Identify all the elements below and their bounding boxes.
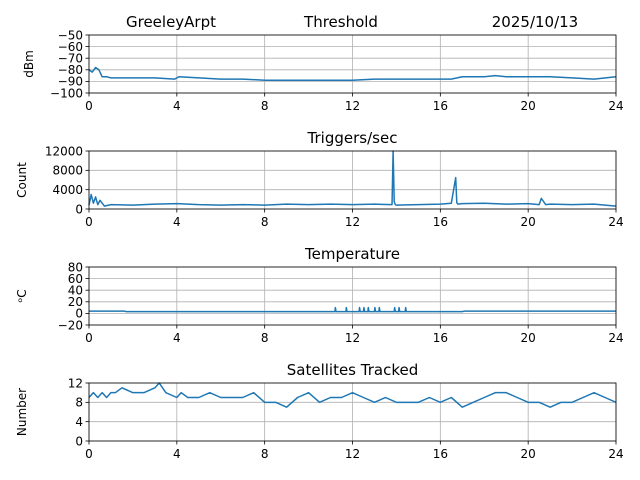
series-line <box>89 306 616 313</box>
x-tick-label: 20 <box>521 99 536 113</box>
y-tick-label: 12000 <box>45 144 83 158</box>
header-plot-name: Threshold <box>303 13 378 31</box>
y-tick-label: −70 <box>58 52 83 66</box>
x-tick-label: 8 <box>261 99 269 113</box>
y-tick-label: 20 <box>68 295 83 309</box>
x-tick-label: 20 <box>521 215 536 229</box>
x-tick-label: 12 <box>345 215 360 229</box>
x-tick-label: 4 <box>173 99 181 113</box>
series-line <box>88 382 617 408</box>
x-tick-label: 8 <box>261 447 269 461</box>
y-tick-label: −100 <box>50 86 83 100</box>
x-tick-label: 12 <box>345 447 360 461</box>
y-tick-label: −50 <box>58 28 83 42</box>
subplot-title: Satellites Tracked <box>287 361 418 379</box>
y-tick-label: 4000 <box>52 183 83 197</box>
y-tick-label: 4 <box>75 415 83 429</box>
x-tick-label: 8 <box>261 331 269 345</box>
y-axis-label: ᵒC <box>15 289 29 302</box>
y-tick-label: 0 <box>75 434 83 448</box>
series-line <box>88 150 617 207</box>
y-tick-label: 0 <box>75 202 83 216</box>
x-tick-label: 4 <box>173 331 181 345</box>
x-tick-label: 20 <box>521 331 536 345</box>
x-tick-label: 0 <box>85 99 93 113</box>
y-tick-label: −20 <box>58 318 83 332</box>
x-tick-label: 16 <box>433 331 448 345</box>
subplot-4: 0 4 8 12 16 20 24 0 4 8 12 Satellites Tracked Number <box>15 361 624 461</box>
x-tick-label: 16 <box>433 447 448 461</box>
subplot-title: Triggers/sec <box>307 129 398 147</box>
y-tick-label: 80 <box>68 260 83 274</box>
x-tick-label: 20 <box>521 447 536 461</box>
x-tick-label: 0 <box>85 331 93 345</box>
x-tick-label: 0 <box>85 215 93 229</box>
y-tick-label: 12 <box>68 376 83 390</box>
x-tick-label: 24 <box>608 99 623 113</box>
y-tick-label: 8000 <box>52 164 83 178</box>
header-station: GreeleyArpt <box>126 13 216 31</box>
y-tick-label: 8 <box>75 396 83 410</box>
y-tick-label: −60 <box>58 40 83 54</box>
y-tick-label: 40 <box>68 284 83 298</box>
x-tick-label: 16 <box>433 215 448 229</box>
x-tick-label: 8 <box>261 215 269 229</box>
x-tick-label: 24 <box>608 215 623 229</box>
x-tick-label: 4 <box>173 447 181 461</box>
y-tick-label: 0 <box>75 307 83 321</box>
subplot-2: 0 4 8 12 16 20 24 0 4000 8000 12000 Triggers/sec Cou… <box>15 129 624 229</box>
x-tick-label: 12 <box>345 331 360 345</box>
subplot-title: Temperature <box>304 245 400 263</box>
y-tick-label: 60 <box>68 272 83 286</box>
x-tick-label: 0 <box>85 447 93 461</box>
y-axis-label: Number <box>15 388 29 436</box>
y-axis-label: dBm <box>22 50 36 78</box>
y-tick-label: −80 <box>58 63 83 77</box>
y-tick-label: −90 <box>58 75 83 89</box>
x-tick-label: 24 <box>608 447 623 461</box>
y-axis-label: Count <box>15 162 29 198</box>
header-date: 2025/10/13 <box>492 13 578 31</box>
x-tick-label: 24 <box>608 331 623 345</box>
x-tick-label: 4 <box>173 215 181 229</box>
subplot-1: 0 4 8 12 16 20 24 −100−90−80−70−60−50 dBm <box>22 28 624 113</box>
x-tick-label: 12 <box>345 99 360 113</box>
x-tick-label: 16 <box>433 99 448 113</box>
subplots: 0 4 8 12 16 20 24 −100−90−80−70−60−50 dBm 0 4 8 12 16… <box>15 28 624 461</box>
series-line <box>88 66 617 81</box>
